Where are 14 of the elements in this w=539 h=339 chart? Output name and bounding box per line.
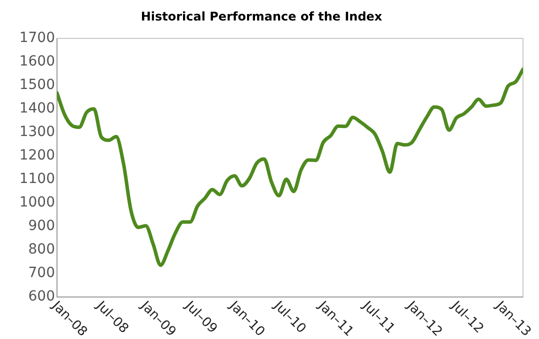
y-tick-label: 600 (28, 288, 55, 305)
y-tick-label: 1400 (19, 100, 55, 117)
y-tick-label: 800 (28, 242, 55, 258)
line-series (57, 67, 523, 268)
chart-title: Historical Performance of the Index (140, 9, 382, 24)
y-tick-label: 1100 (19, 171, 55, 188)
y-tick-label: 1700 (19, 30, 55, 46)
y-tick-label: 1300 (19, 124, 55, 140)
y-tick-label: 1200 (19, 148, 55, 164)
y-tick-label: 1500 (19, 77, 55, 94)
y-tick-label: 700 (28, 265, 55, 282)
y-tick-label: 1600 (19, 54, 55, 70)
y-tick-label: 900 (28, 218, 55, 234)
y-tick-label: 1000 (19, 194, 55, 211)
